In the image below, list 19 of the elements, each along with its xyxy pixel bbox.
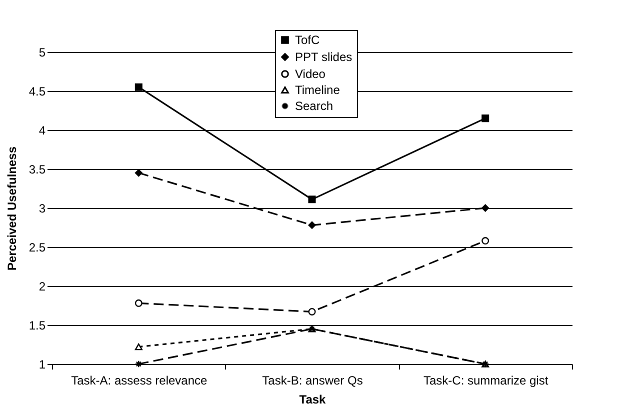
y-axis-title: Perceived Usefulness	[4, 146, 19, 271]
y-tick-label: 4.5	[28, 84, 46, 98]
y-tick-label: 1	[38, 358, 46, 372]
y-tick-label: 1.5	[28, 318, 46, 332]
legend-label: Timeline	[295, 83, 340, 97]
legend-label: Search	[295, 99, 334, 113]
y-tick-label: 2.5	[28, 240, 46, 254]
x-axis-title: Task	[299, 392, 326, 406]
x-tick-label: Task-C: summarize gist	[423, 374, 549, 388]
y-tick-label: 3.5	[28, 162, 46, 176]
x-tick-label: Task-A: assess relevance	[71, 374, 208, 388]
legend-label: TofC	[295, 33, 320, 47]
x-tick-label: Task-B: answer Qs	[262, 374, 363, 388]
legend-label: Video	[295, 67, 326, 81]
legend-label: PPT slides	[295, 50, 352, 64]
y-tick-label: 4	[38, 124, 46, 138]
y-tick-label: 3	[38, 202, 46, 216]
y-tick-label: 2	[38, 280, 46, 294]
y-tick-label: 5	[38, 46, 46, 60]
